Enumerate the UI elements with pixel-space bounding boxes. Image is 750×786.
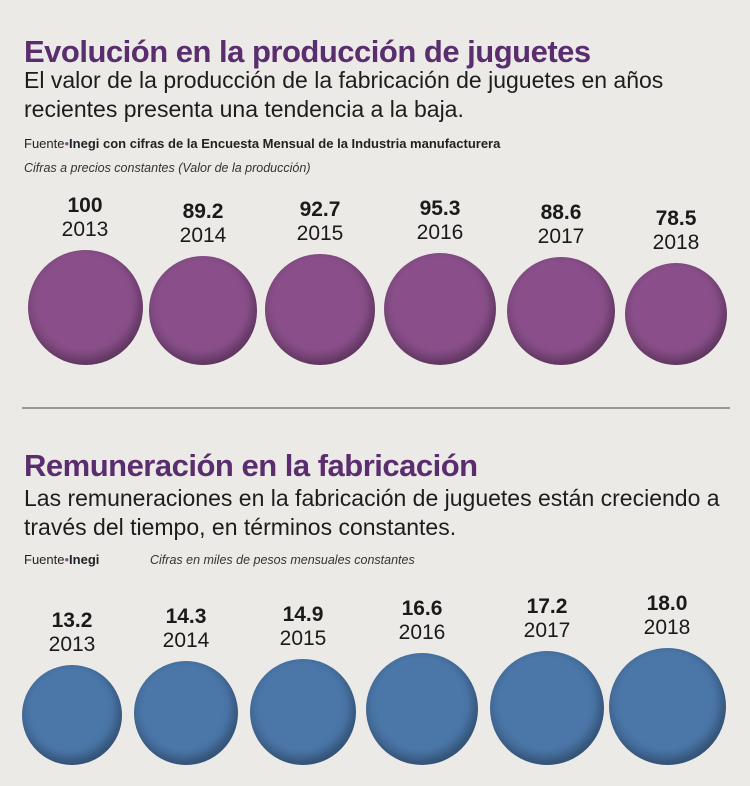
divider [22, 407, 730, 409]
value-label: 14.3 [165, 604, 207, 628]
value-label: 18.0 [646, 592, 688, 615]
year-label: 2016 [398, 620, 446, 644]
year-label: 2014 [162, 628, 210, 652]
bubble-2018 [625, 263, 727, 365]
chart2-title: Remuneración en la fabricación [24, 448, 478, 483]
source-text: Inegi con cifras de la Encuesta Mensual … [69, 136, 501, 151]
bubble-label: 18.0 2018 [612, 592, 722, 640]
bubble-2017 [489, 650, 605, 765]
bubble-2016 [383, 252, 497, 365]
chart1-subtitle: El valor de la producción de la fabricac… [24, 67, 664, 122]
value-label: 17.2 [526, 594, 568, 618]
year-label: 2018 [643, 616, 691, 639]
source-label: Fuente [24, 136, 65, 151]
value-label: 13.2 [51, 608, 93, 632]
bubble-2017 [506, 256, 616, 365]
bubble-2015 [249, 658, 357, 765]
bubble-2014 [148, 256, 258, 365]
chart2-subtitle: Las remuneraciones en la fabricación de … [24, 485, 720, 540]
year-label: 2015 [296, 222, 344, 246]
bubble-label: 89.2 2014 [148, 200, 258, 248]
value-label: 89.2 [182, 200, 224, 224]
bubble-2013 [21, 664, 123, 765]
bubble-label: 14.9 2015 [248, 603, 358, 651]
source-label: Fuente [24, 552, 65, 567]
value-label: 100 [67, 194, 103, 217]
bubble-label: 100 2013 [30, 194, 140, 242]
bubble-label: 16.6 2016 [367, 597, 477, 645]
bubble-2013 [27, 250, 143, 365]
chart2-source: Fuente•Inegi [24, 552, 99, 567]
bubble-2015 [264, 254, 376, 365]
source-text: Inegi [69, 552, 100, 567]
year-label: 2017 [523, 618, 571, 642]
bullet-icon: • [64, 552, 70, 567]
value-label: 14.9 [282, 602, 324, 626]
bubble-label: 17.2 2017 [492, 595, 602, 643]
value-label: 92.7 [299, 198, 341, 222]
chart2-note: Cifras en miles de pesos mensuales const… [150, 553, 415, 567]
bubble-2014 [133, 660, 239, 765]
year-label: 2013 [48, 632, 96, 656]
value-label: 95.3 [419, 196, 461, 220]
bubble-label: 78.5 2018 [621, 207, 731, 255]
bubble-label: 14.3 2014 [131, 605, 241, 653]
chart1-source: Fuente•Inegi con cifras de la Encuesta M… [24, 136, 500, 151]
bullet-icon: • [64, 136, 70, 151]
chart1-note: Cifras a precios constantes (Valor de la… [24, 161, 311, 175]
year-label: 2017 [537, 224, 585, 248]
year-label: 2014 [179, 224, 227, 248]
bubble-2018 [608, 648, 726, 765]
year-label: 2018 [652, 231, 700, 255]
bubble-2016 [365, 652, 479, 765]
value-label: 16.6 [401, 596, 443, 620]
value-label: 88.6 [540, 200, 582, 224]
value-label: 78.5 [655, 207, 697, 231]
year-label: 2016 [416, 220, 464, 244]
year-label: 2013 [61, 218, 109, 241]
bubble-label: 92.7 2015 [265, 198, 375, 246]
bubble-label: 95.3 2016 [385, 197, 495, 245]
bubble-label: 88.6 2017 [506, 201, 616, 249]
chart1-title: Evolución en la producción de juguetes [24, 34, 591, 69]
year-label: 2015 [279, 626, 327, 650]
bubble-label: 13.2 2013 [17, 609, 127, 657]
